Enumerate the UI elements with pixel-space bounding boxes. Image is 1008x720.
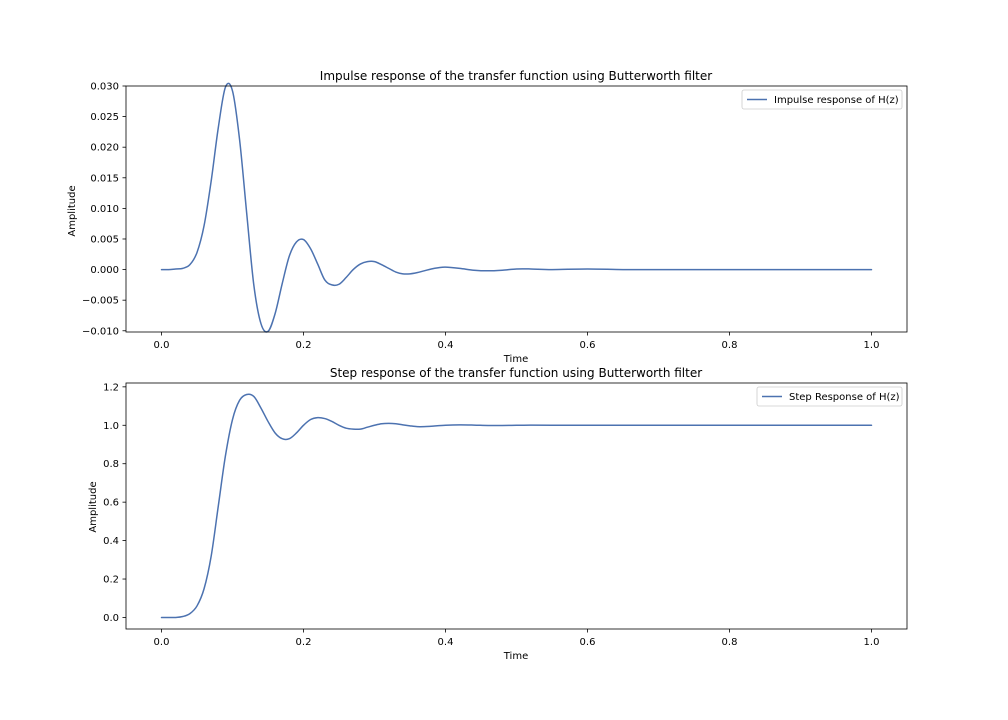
impulse-y-tick-label: 0.030: [90, 82, 119, 93]
step-y-tick-label: 0.8: [103, 459, 119, 470]
step-y-tick-label: 0.2: [103, 575, 119, 586]
impulse-legend-label: Impulse response of H(z): [774, 95, 899, 106]
step-x-tick-label: 0.6: [580, 637, 596, 648]
impulse-y-tick-label: 0.020: [90, 143, 119, 154]
step-plot-frame: [125, 382, 908, 630]
impulse-y-tick-label: −0.005: [82, 296, 119, 307]
step-y-tick-label: 1.0: [103, 421, 119, 432]
step-x-tick-label: 0.4: [438, 637, 454, 648]
step-series: [160, 393, 873, 619]
step-y-ticks: 0.0 0.2 0.4 0.6 0.8 1.0 1.2: [103, 382, 126, 624]
impulse-plot-frame: [125, 85, 908, 333]
impulse-y-tick-label: 0.010: [90, 204, 119, 215]
step-x-tick-label: 0.0: [154, 637, 170, 648]
step-series-line: [160, 393, 873, 619]
step-x-tick-label: 0.8: [722, 637, 738, 648]
step-y-tick-label: 0.4: [103, 536, 119, 547]
step-chart: Step response of the transfer function u…: [88, 366, 908, 662]
impulse-series: [160, 82, 873, 333]
impulse-x-ticks: 0.0 0.2 0.4 0.6 0.8 1.0: [154, 332, 880, 351]
step-y-tick-label: 0.0: [103, 613, 119, 624]
step-x-tick-label: 0.2: [296, 637, 312, 648]
step-y-tick-label: 0.6: [103, 498, 119, 509]
step-y-axis-label: Amplitude: [88, 481, 99, 532]
impulse-x-tick-label: 0.2: [296, 340, 312, 351]
impulse-legend-box: [741, 89, 903, 110]
impulse-y-tick-label: 0.025: [90, 112, 119, 123]
impulse-y-ticks: −0.010 −0.005 0.000 0.005 0.010 0.015 0.020 0.0…: [82, 82, 126, 337]
impulse-x-axis-label: Time: [503, 354, 528, 365]
step-x-axis-label: Time: [503, 651, 528, 662]
impulse-x-tick-label: 0.4: [438, 340, 454, 351]
impulse-y-tick-label: 0.000: [90, 265, 119, 276]
step-x-ticks: 0.0 0.2 0.4 0.6 0.8 1.0: [154, 629, 880, 648]
step-legend: Step Response of H(z): [756, 386, 903, 407]
impulse-chart-title: Impulse response of the transfer functio…: [320, 69, 712, 83]
impulse-x-tick-label: 0.0: [154, 340, 170, 351]
step-chart-title: Step response of the transfer function u…: [330, 366, 702, 380]
impulse-y-axis-label: Amplitude: [67, 185, 78, 236]
impulse-x-tick-label: 0.8: [722, 340, 738, 351]
step-legend-label: Step Response of H(z): [789, 392, 900, 403]
step-x-tick-label: 1.0: [864, 637, 880, 648]
impulse-x-tick-label: 1.0: [864, 340, 880, 351]
impulse-legend: Impulse response of H(z): [741, 89, 903, 110]
impulse-y-tick-label: 0.005: [90, 234, 119, 245]
impulse-y-tick-label: −0.010: [82, 326, 119, 337]
impulse-chart: Impulse response of the transfer functio…: [67, 69, 908, 365]
impulse-series-line: [160, 82, 873, 333]
impulse-y-tick-label: 0.015: [90, 173, 119, 184]
impulse-x-tick-label: 0.6: [580, 340, 596, 351]
step-legend-box: [756, 386, 903, 407]
step-y-tick-label: 1.2: [103, 382, 119, 393]
